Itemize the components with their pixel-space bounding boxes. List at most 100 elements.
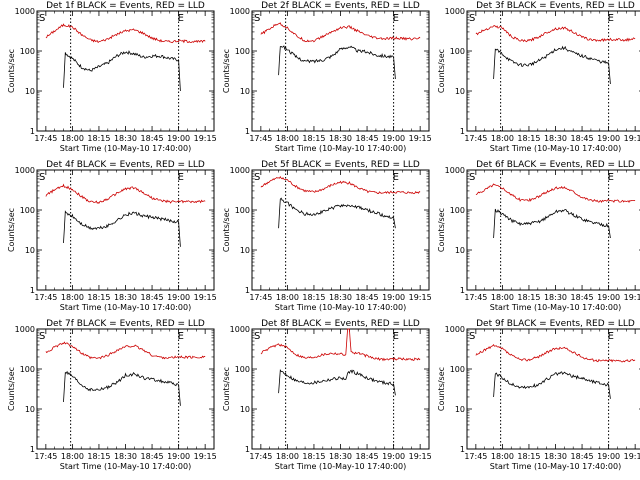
x-tick-label: 18:30 bbox=[329, 452, 352, 461]
x-tick-label: 18:30 bbox=[544, 134, 567, 143]
x-tick-label: 18:00 bbox=[491, 293, 514, 302]
lld-series-line bbox=[45, 183, 206, 204]
x-tick-label: 19:00 bbox=[597, 134, 620, 143]
events-series-line bbox=[493, 208, 611, 239]
x-tick-label: 19:15 bbox=[194, 293, 217, 302]
x-tick-label: 18:00 bbox=[491, 452, 514, 461]
panel-3: Det 3f BLACK = Events, RED = LLD 1 10 100 10… bbox=[437, 1, 640, 153]
x-tick-label: 18:00 bbox=[276, 452, 299, 461]
x-tick-label: 19:00 bbox=[382, 293, 405, 302]
end-marker: E bbox=[608, 13, 614, 24]
y-tick-label: 100 bbox=[20, 206, 35, 215]
x-tick-label: 19:15 bbox=[194, 452, 217, 461]
lld-series-line bbox=[475, 25, 636, 43]
panel-title: Det 6f BLACK = Events, RED = LLD bbox=[476, 160, 635, 170]
events-series-line bbox=[278, 45, 396, 80]
plot-frame bbox=[251, 169, 430, 291]
start-marker: S bbox=[254, 13, 260, 24]
x-axis-label: Start Time (10-May-10 17:40:00) bbox=[275, 144, 406, 153]
start-marker: S bbox=[469, 331, 475, 342]
x-tick-label: 18:30 bbox=[329, 134, 352, 143]
y-tick-label: 1 bbox=[245, 127, 250, 136]
panel-title: Det 3f BLACK = Events, RED = LLD bbox=[476, 1, 635, 11]
y-axis-label: Counts/sec bbox=[437, 367, 446, 411]
end-marker: E bbox=[608, 331, 614, 342]
y-axis-label: Counts/sec bbox=[437, 49, 446, 93]
x-tick-label: 18:15 bbox=[302, 134, 325, 143]
y-tick-label: 100 bbox=[235, 47, 250, 56]
panel-title: Det 5f BLACK = Events, RED = LLD bbox=[261, 160, 420, 170]
end-marker: E bbox=[178, 13, 184, 24]
y-tick-label: 1 bbox=[245, 286, 250, 295]
y-tick-label: 1 bbox=[30, 127, 35, 136]
start-marker: S bbox=[469, 13, 475, 24]
y-axis-label: Counts/sec bbox=[7, 367, 16, 411]
panel-6: Det 6f BLACK = Events, RED = LLD 1 10 100 10… bbox=[437, 160, 640, 312]
x-axis-label: Start Time (10-May-10 17:40:00) bbox=[275, 303, 406, 312]
y-tick-label: 10 bbox=[455, 246, 465, 255]
x-tick-label: 18:30 bbox=[544, 452, 567, 461]
x-tick-label: 18:00 bbox=[276, 134, 299, 143]
x-tick-label: 18:15 bbox=[302, 452, 325, 461]
events-series-line bbox=[63, 50, 181, 92]
x-tick-label: 19:15 bbox=[624, 134, 640, 143]
plot-frame bbox=[36, 328, 215, 450]
panel-title: Det 4f BLACK = Events, RED = LLD bbox=[46, 160, 205, 170]
y-tick-label: 10 bbox=[240, 405, 250, 414]
x-tick-label: 19:15 bbox=[409, 134, 432, 143]
panel-8: Det 8f BLACK = Events, RED = LLD 1 10 100 10… bbox=[222, 319, 432, 471]
start-marker: S bbox=[39, 331, 45, 342]
x-tick-label: 18:15 bbox=[87, 134, 110, 143]
x-tick-label: 18:45 bbox=[356, 452, 379, 461]
panel-4: Det 4f BLACK = Events, RED = LLD 1 10 100 10… bbox=[7, 160, 217, 312]
x-tick-label: 19:00 bbox=[167, 452, 190, 461]
x-tick-label: 18:00 bbox=[276, 293, 299, 302]
x-tick-label: 18:45 bbox=[356, 134, 379, 143]
x-tick-label: 19:00 bbox=[382, 452, 405, 461]
y-tick-label: 10 bbox=[240, 87, 250, 96]
x-tick-label: 18:45 bbox=[571, 134, 594, 143]
x-tick-label: 18:15 bbox=[87, 293, 110, 302]
x-tick-label: 17:45 bbox=[464, 134, 487, 143]
x-tick-label: 17:45 bbox=[34, 293, 57, 302]
panel-title: Det 8f BLACK = Events, RED = LLD bbox=[261, 319, 420, 329]
x-axis-label: Start Time (10-May-10 17:40:00) bbox=[60, 303, 191, 312]
y-tick-label: 100 bbox=[235, 365, 250, 374]
x-tick-label: 17:45 bbox=[464, 452, 487, 461]
x-tick-label: 19:00 bbox=[597, 452, 620, 461]
end-marker: E bbox=[178, 172, 184, 183]
y-tick-label: 1 bbox=[30, 286, 35, 295]
lld-series-line bbox=[475, 183, 636, 204]
x-axis-label: Start Time (10-May-10 17:40:00) bbox=[490, 462, 621, 471]
y-tick-label: 1 bbox=[460, 445, 465, 454]
y-tick-label: 1000 bbox=[445, 7, 465, 16]
y-tick-label: 10 bbox=[455, 405, 465, 414]
lld-series-line bbox=[260, 328, 421, 362]
end-marker: E bbox=[393, 331, 399, 342]
x-tick-label: 18:30 bbox=[114, 134, 137, 143]
events-series-line bbox=[63, 210, 181, 247]
panel-1: Det 1f BLACK = Events, RED = LLD 1 10 100 10… bbox=[7, 1, 217, 153]
events-series-line bbox=[493, 371, 611, 399]
y-tick-label: 10 bbox=[25, 246, 35, 255]
panel-title: Det 7f BLACK = Events, RED = LLD bbox=[46, 319, 205, 329]
x-tick-label: 18:15 bbox=[517, 134, 540, 143]
plot-frame bbox=[466, 328, 640, 450]
y-tick-label: 1000 bbox=[445, 166, 465, 175]
x-tick-label: 19:00 bbox=[597, 293, 620, 302]
x-tick-label: 19:00 bbox=[167, 293, 190, 302]
x-tick-label: 18:00 bbox=[61, 293, 84, 302]
x-tick-label: 19:15 bbox=[624, 452, 640, 461]
y-tick-label: 1000 bbox=[15, 325, 35, 334]
y-tick-label: 1000 bbox=[230, 7, 250, 16]
end-marker: E bbox=[608, 172, 614, 183]
x-tick-label: 19:15 bbox=[624, 293, 640, 302]
y-tick-label: 10 bbox=[455, 87, 465, 96]
y-axis-label: Counts/sec bbox=[437, 208, 446, 252]
x-tick-label: 18:15 bbox=[87, 452, 110, 461]
x-tick-label: 18:30 bbox=[329, 293, 352, 302]
lld-series-line bbox=[45, 23, 206, 44]
y-tick-label: 10 bbox=[240, 246, 250, 255]
x-tick-label: 17:45 bbox=[249, 293, 272, 302]
